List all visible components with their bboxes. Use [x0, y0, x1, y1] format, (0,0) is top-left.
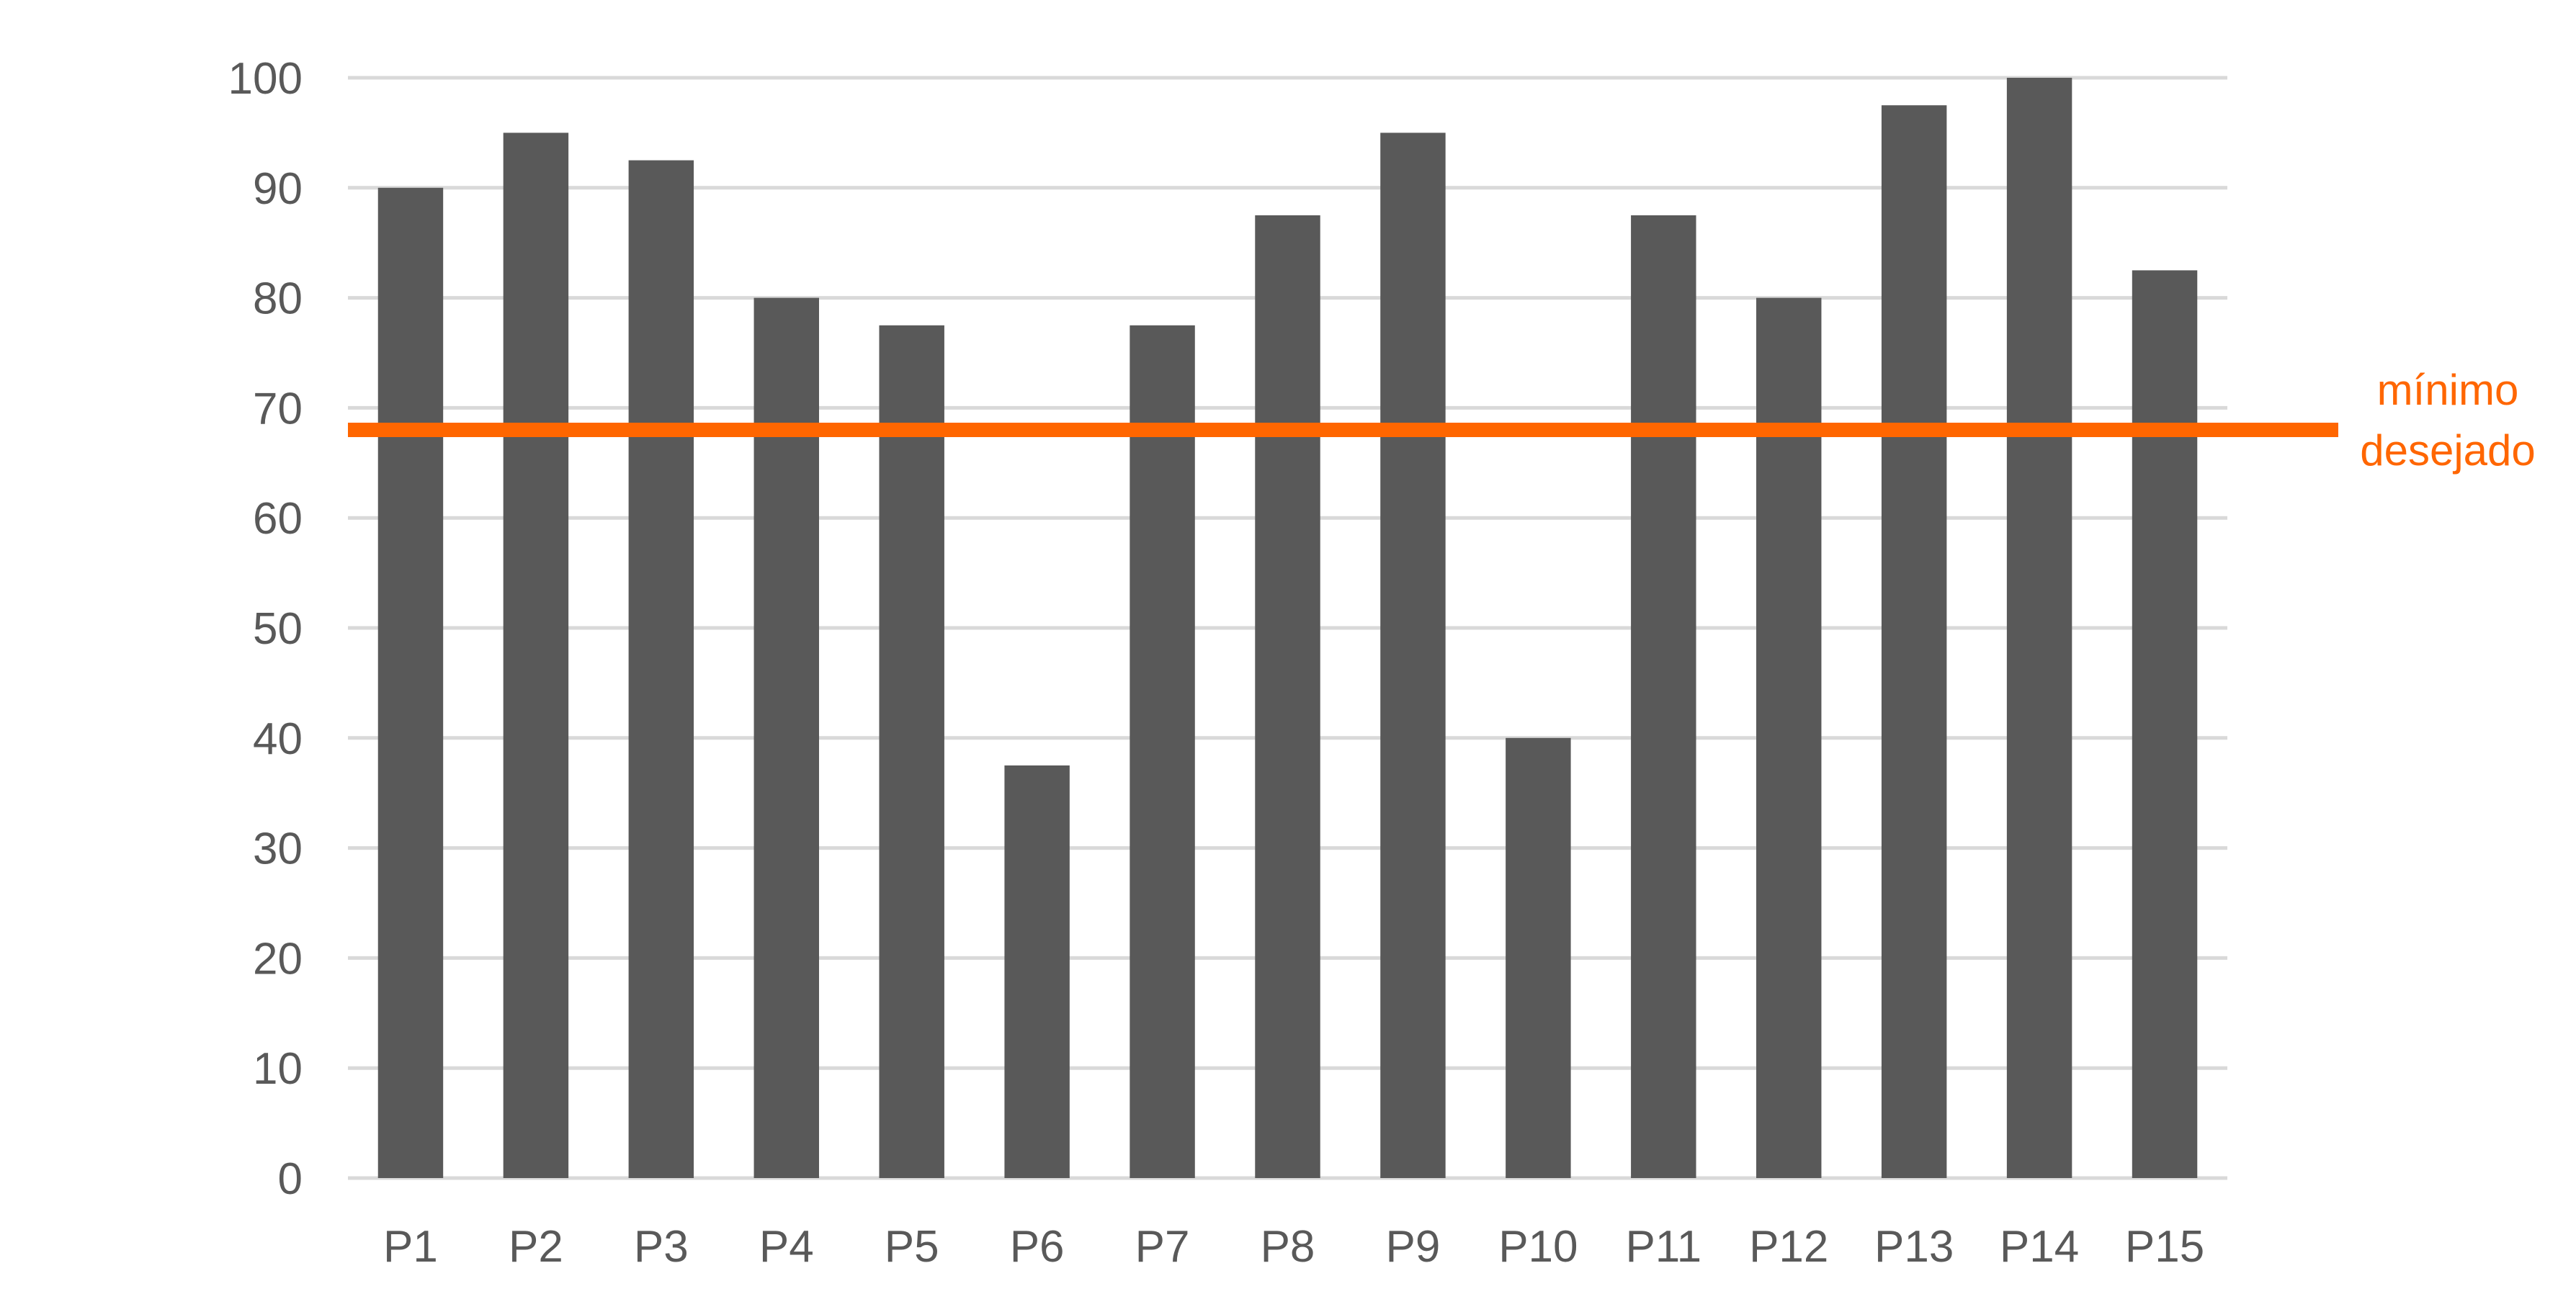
bar-p4 [753, 297, 819, 1179]
y-tick-label: 100 [228, 54, 303, 104]
y-tick-label: 20 [253, 934, 303, 984]
reference-line-label-line2: desejado [2360, 426, 2536, 475]
bar-p7 [1130, 325, 1195, 1178]
bar-p3 [628, 160, 694, 1179]
bar-p5 [879, 325, 944, 1178]
x-tick-label: P6 [1010, 1222, 1065, 1272]
bar-p1 [377, 187, 444, 1178]
y-tick-label: 40 [253, 714, 303, 764]
reference-line-group: mínimo desejado [348, 366, 2536, 475]
x-tick-label: P5 [885, 1222, 939, 1272]
x-tick-label: P1 [383, 1222, 438, 1272]
x-tick-label: P8 [1261, 1222, 1315, 1272]
x-tick-label: P4 [759, 1222, 814, 1272]
y-tick-label: 30 [253, 825, 303, 874]
bar-p10 [1506, 737, 1571, 1178]
y-tick-label: 50 [253, 604, 303, 654]
x-tick-label: P14 [2000, 1222, 2079, 1272]
x-tick-label: P2 [509, 1222, 563, 1272]
bar-p12 [1756, 297, 1822, 1179]
y-tick-label: 80 [253, 274, 303, 324]
x-tick-label: P12 [1749, 1222, 1828, 1272]
x-tick-label: P3 [634, 1222, 689, 1272]
y-tick-label: 60 [253, 494, 303, 544]
y-axis-tick-labels: 0 10 20 30 40 50 60 70 80 90 100 [228, 54, 303, 1204]
reference-line-label-line1: mínimo [2377, 366, 2519, 414]
x-tick-label: P9 [1386, 1222, 1441, 1272]
bar-p14 [2006, 78, 2072, 1178]
bar-p13 [1881, 105, 1947, 1179]
y-tick-label: 0 [278, 1154, 303, 1204]
bar-p2 [503, 132, 569, 1178]
x-axis-tick-labels: P1 P2 P3 P4 P5 P6 P7 P8 P9 P10 P11 P12 P13 P14 P15 [383, 1222, 2204, 1272]
bar-p15 [2132, 270, 2198, 1178]
x-tick-label: P7 [1135, 1222, 1190, 1272]
bars [377, 78, 2198, 1179]
x-tick-label: P11 [1625, 1222, 1701, 1272]
bar-p9 [1380, 132, 1446, 1178]
bar-p11 [1631, 215, 1696, 1178]
x-tick-label: P15 [2125, 1222, 2204, 1272]
y-tick-label: 10 [253, 1044, 303, 1094]
y-tick-label: 70 [253, 384, 303, 433]
x-tick-label: P13 [1874, 1222, 1954, 1272]
y-tick-label: 90 [253, 164, 303, 214]
bar-p6 [1004, 765, 1070, 1178]
bar-p8 [1255, 215, 1320, 1178]
x-tick-label: P10 [1498, 1222, 1578, 1272]
